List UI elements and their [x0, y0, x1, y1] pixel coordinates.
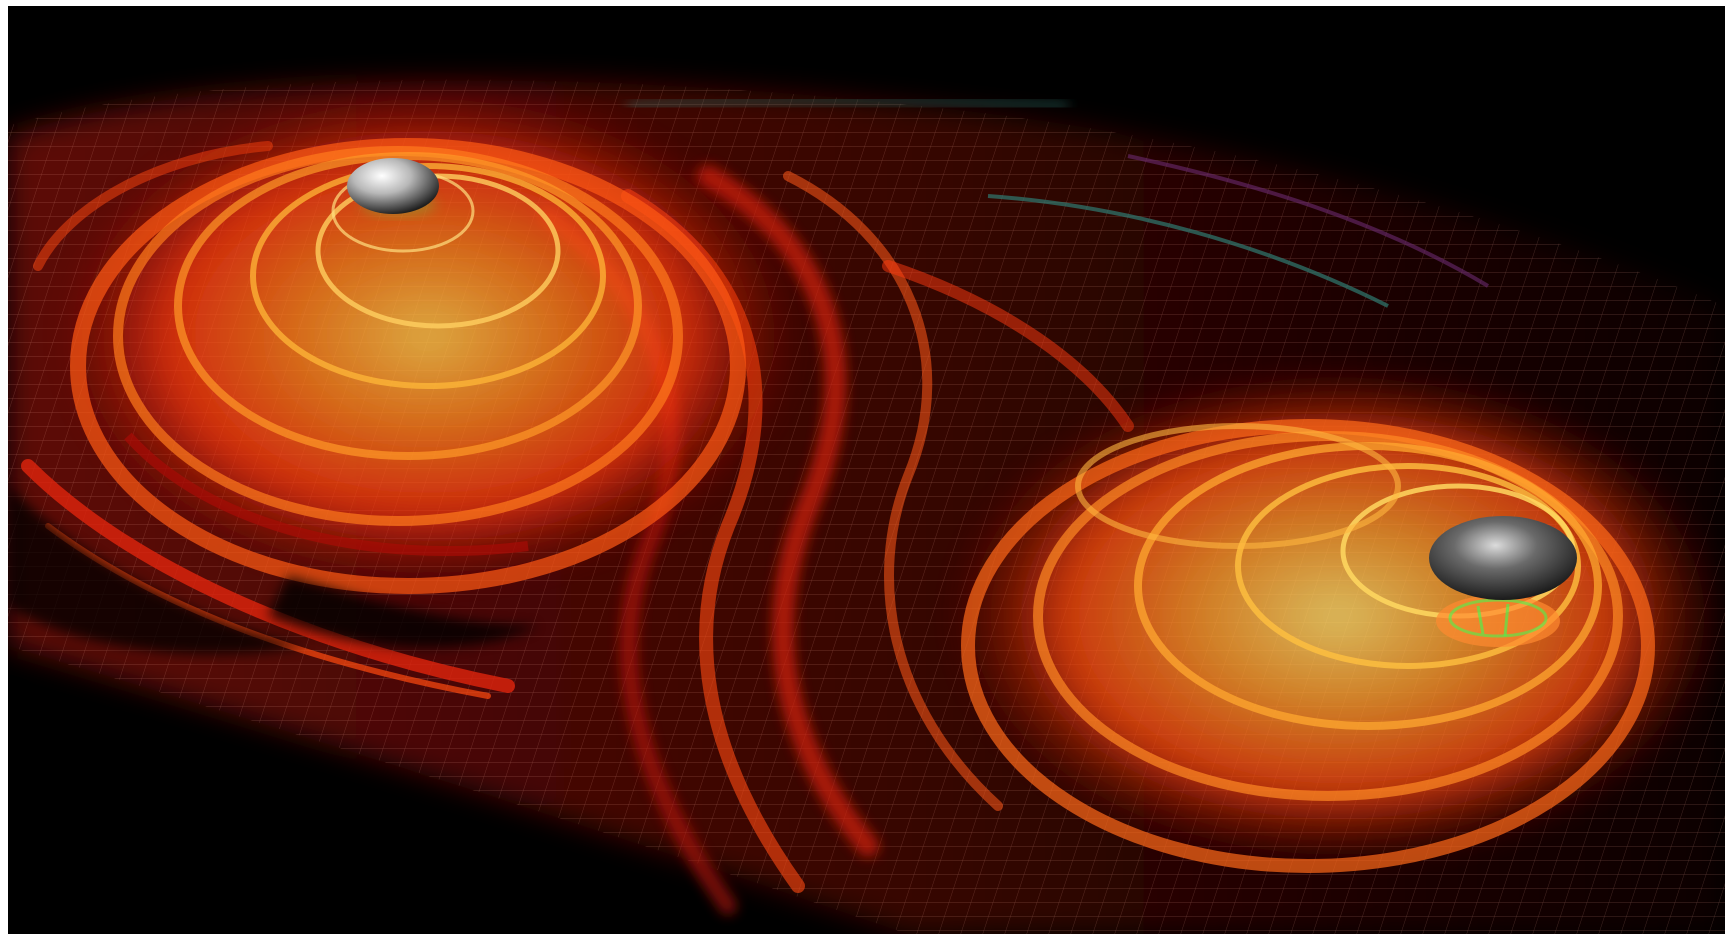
black-hole-lower-right [1429, 516, 1577, 647]
shadow-bottom [8, 686, 528, 934]
violet-arc [1127, 154, 1490, 288]
black-hole-upper-left [347, 158, 439, 216]
ripples-right [948, 366, 1725, 873]
teal-arc [987, 194, 1389, 308]
teal-streak [627, 97, 1069, 109]
ripples-left [58, 86, 798, 594]
gravitational-wave-scene [8, 6, 1725, 934]
shadow-gap [268, 576, 538, 648]
wave-illustration [8, 79, 1725, 934]
shadow-left [8, 486, 308, 654]
